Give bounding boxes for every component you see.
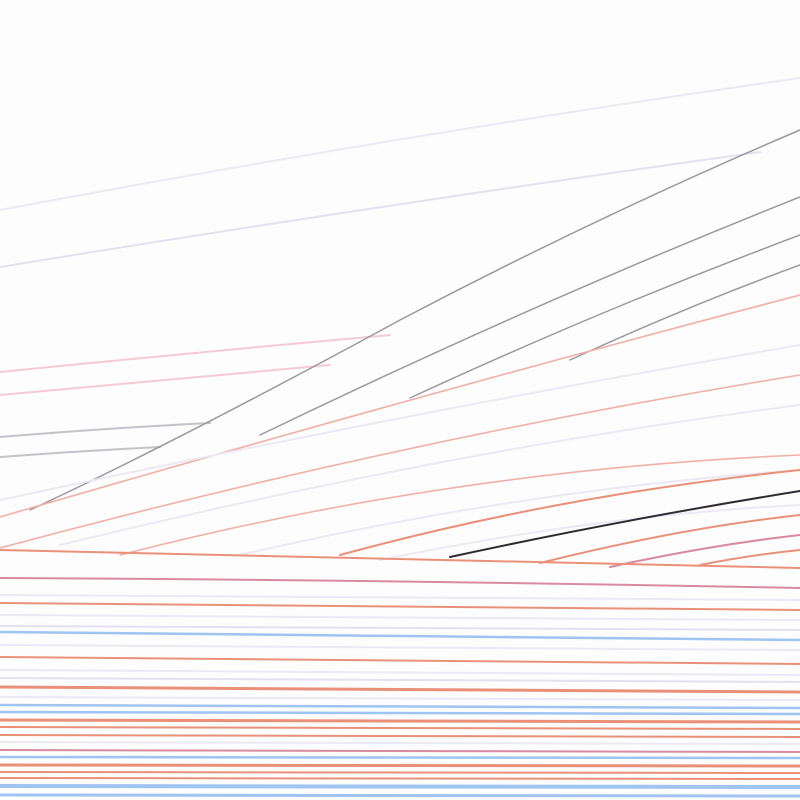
line <box>0 703 800 710</box>
line <box>0 718 800 724</box>
line <box>0 344 800 501</box>
line <box>0 549 800 569</box>
line <box>379 504 800 561</box>
line <box>29 129 800 511</box>
line <box>0 710 800 716</box>
line <box>409 234 800 399</box>
line <box>449 490 800 558</box>
upper-lines <box>0 77 800 511</box>
line <box>0 677 800 683</box>
line <box>0 793 800 798</box>
line <box>0 630 800 642</box>
line <box>0 594 800 601</box>
line <box>609 534 800 568</box>
line <box>239 469 800 556</box>
line <box>0 726 800 730</box>
line <box>0 734 800 738</box>
line <box>0 644 800 651</box>
line <box>0 334 391 373</box>
line <box>0 755 800 760</box>
line <box>0 294 800 518</box>
line <box>0 763 800 768</box>
line <box>0 625 800 631</box>
line <box>539 514 800 564</box>
line <box>339 469 800 556</box>
line <box>0 374 800 549</box>
line <box>0 685 800 694</box>
line <box>0 656 800 665</box>
line <box>0 77 800 211</box>
diagonal-lines <box>0 294 800 568</box>
line <box>0 696 800 701</box>
line <box>699 549 800 566</box>
line <box>569 264 800 361</box>
line <box>0 577 800 589</box>
line <box>0 602 800 611</box>
line <box>0 364 331 396</box>
line <box>119 454 800 556</box>
line <box>0 614 800 621</box>
line <box>0 741 800 745</box>
horizontal-bands <box>0 549 800 798</box>
line <box>0 749 800 753</box>
line <box>259 196 800 436</box>
line <box>0 151 761 268</box>
line <box>0 771 800 774</box>
line <box>0 784 800 789</box>
line <box>0 777 800 780</box>
line <box>0 669 800 676</box>
line <box>0 446 161 458</box>
line <box>0 422 211 438</box>
line <box>59 404 800 546</box>
